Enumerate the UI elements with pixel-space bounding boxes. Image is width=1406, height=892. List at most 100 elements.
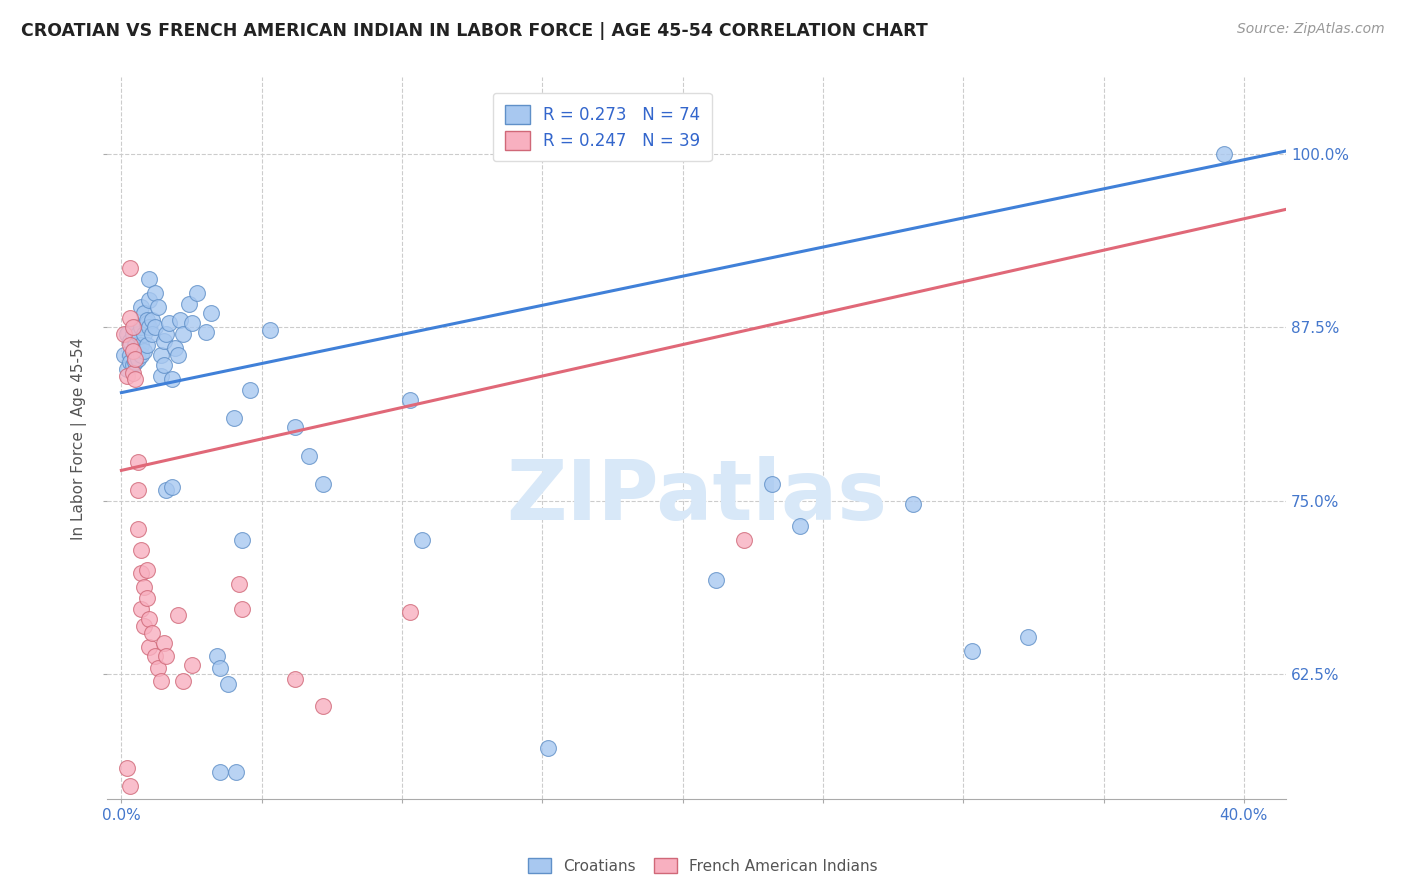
Point [132,327,155,342]
Point [155,483,177,497]
Point [149,368,172,383]
Point [121,366,143,380]
Point [239,383,262,397]
Point [124,348,146,362]
Legend: R = 0.273   N = 74, R = 0.247   N = 39: R = 0.273 N = 74, R = 0.247 N = 39 [494,93,711,161]
Point [132,580,155,594]
Point [152,334,174,349]
Point [127,455,149,469]
Point [1017,630,1039,644]
Point [537,741,560,756]
Point [284,420,307,434]
Point [960,644,983,658]
Point [115,327,138,342]
Point [129,320,152,334]
Point [127,327,149,342]
Point [149,674,172,689]
Point [155,649,177,664]
Point [129,300,152,314]
Point [217,677,239,691]
Point [129,348,152,362]
Point [127,483,149,497]
Point [118,260,141,275]
Point [135,316,157,330]
Point [312,477,335,491]
Point [141,313,163,327]
Point [160,372,183,386]
Text: Source: ZipAtlas.com: Source: ZipAtlas.com [1237,22,1385,37]
Point [124,338,146,352]
Point [138,272,160,286]
Point [138,293,160,307]
Point [118,334,141,349]
Point [124,352,146,367]
Point [121,358,143,372]
Point [194,325,217,339]
Point [163,341,186,355]
Point [172,674,194,689]
Point [222,410,245,425]
Point [284,672,307,686]
Point [143,649,166,664]
Point [135,313,157,327]
Point [146,660,169,674]
Point [152,358,174,372]
Point [124,320,146,334]
Point [115,368,138,383]
Point [124,372,146,386]
Text: CROATIAN VS FRENCH AMERICAN INDIAN IN LABOR FORCE | AGE 45-54 CORRELATION CHART: CROATIAN VS FRENCH AMERICAN INDIAN IN LA… [21,22,928,40]
Point [761,477,783,491]
Point [180,657,202,672]
Point [399,605,422,619]
Point [411,533,433,547]
Point [399,392,422,407]
Point [169,313,191,327]
Point [127,343,149,358]
Point [166,607,188,622]
Point [124,355,146,369]
Point [141,327,163,342]
Point [180,316,202,330]
Point [127,352,149,367]
Point [138,612,160,626]
Point [704,573,727,587]
Point [115,760,138,774]
Point [298,450,321,464]
Point [118,310,141,325]
Point [118,779,141,793]
Point [152,635,174,649]
Point [208,660,231,674]
Point [118,355,141,369]
Point [112,327,135,342]
Point [132,619,155,633]
Point [143,320,166,334]
Point [115,362,138,376]
Point [135,591,157,606]
Legend: Croatians, French American Indians: Croatians, French American Indians [522,852,884,880]
Point [138,640,160,654]
Point [228,577,250,591]
Point [132,343,155,358]
Point [733,533,755,547]
Point [789,519,811,533]
Point [172,327,194,342]
Point [129,338,152,352]
Point [1213,146,1236,161]
Point [138,320,160,334]
Point [143,285,166,300]
Point [231,533,253,547]
Point [129,566,152,581]
Point [155,327,177,342]
Point [157,316,180,330]
Point [129,542,152,557]
Point [135,338,157,352]
Point [141,625,163,640]
Point [121,343,143,358]
Point [135,563,157,577]
Point [129,602,152,616]
Point [118,338,141,352]
Point [312,699,335,714]
Point [186,285,208,300]
Point [177,297,200,311]
Point [160,480,183,494]
